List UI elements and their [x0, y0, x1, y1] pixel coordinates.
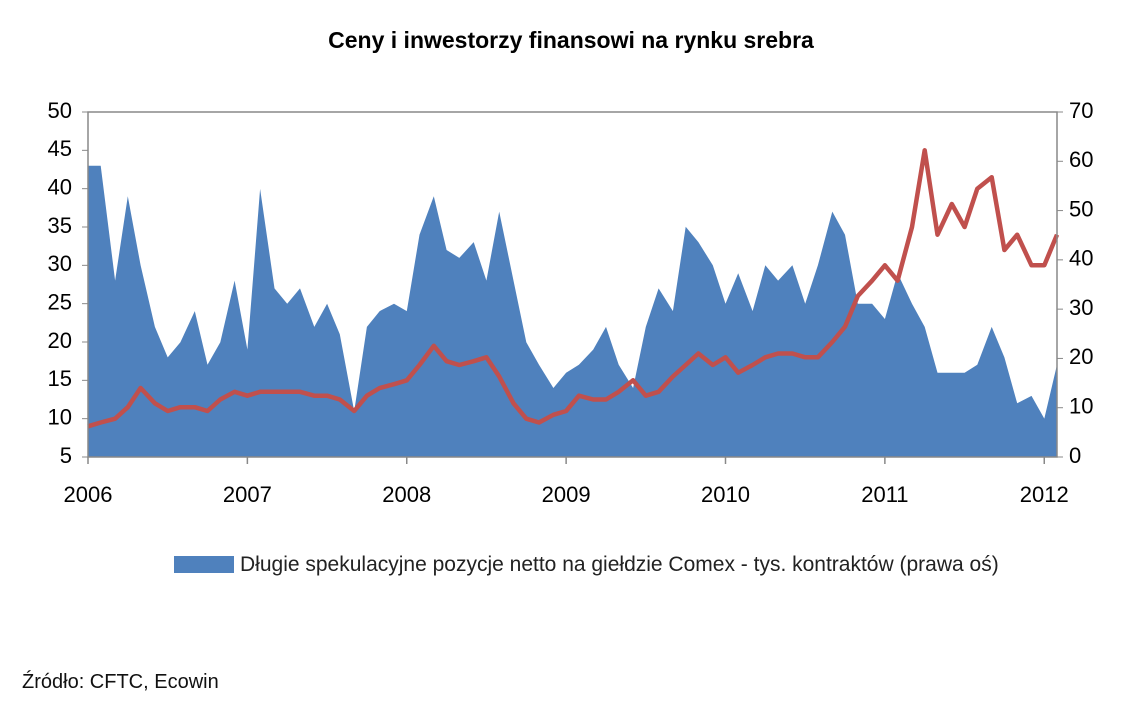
legend-swatch [174, 556, 234, 573]
area [88, 165, 1057, 457]
y-tick-label: 5 [60, 443, 72, 468]
y-tick-label: 30 [48, 251, 72, 276]
y-tick-label: 20 [48, 328, 72, 353]
y2-tick-label: 0 [1069, 443, 1081, 468]
line [87, 148, 1060, 429]
y-tick-label: 40 [48, 174, 72, 199]
y2-tick-label: 30 [1069, 295, 1093, 320]
y-tick-label: 50 [48, 98, 72, 123]
y-tick-label: 10 [48, 404, 72, 429]
x-tick-label: 2008 [382, 482, 431, 507]
x-tick-label: 2006 [64, 482, 113, 507]
y2-tick-label: 10 [1069, 394, 1093, 419]
x-tick-label: 2012 [1020, 482, 1069, 507]
y2-tick-label: 20 [1069, 344, 1093, 369]
x-tick-label: 2007 [223, 482, 272, 507]
chart-title: Ceny i inwestorzy finansowi na rynku sre… [328, 27, 814, 53]
y-tick-label: 45 [48, 136, 72, 161]
y2-tick-label: 40 [1069, 246, 1093, 271]
y-tick-label: 25 [48, 289, 72, 314]
y2-tick-label: 60 [1069, 147, 1093, 172]
source-note: Źródło: CFTC, Ecowin [22, 671, 219, 693]
y-tick-label: 35 [48, 213, 72, 238]
legend-label: Długie spekulacyjne pozycje netto na gie… [240, 553, 999, 576]
y2-tick-label: 50 [1069, 196, 1093, 221]
x-tick-label: 2011 [861, 482, 908, 507]
y2-tick-label: 70 [1069, 98, 1093, 123]
x-tick-label: 2009 [542, 482, 591, 507]
plot-frame [87, 111, 1058, 458]
y-tick-label: 15 [48, 366, 72, 391]
x-tick-label: 2010 [701, 482, 750, 507]
